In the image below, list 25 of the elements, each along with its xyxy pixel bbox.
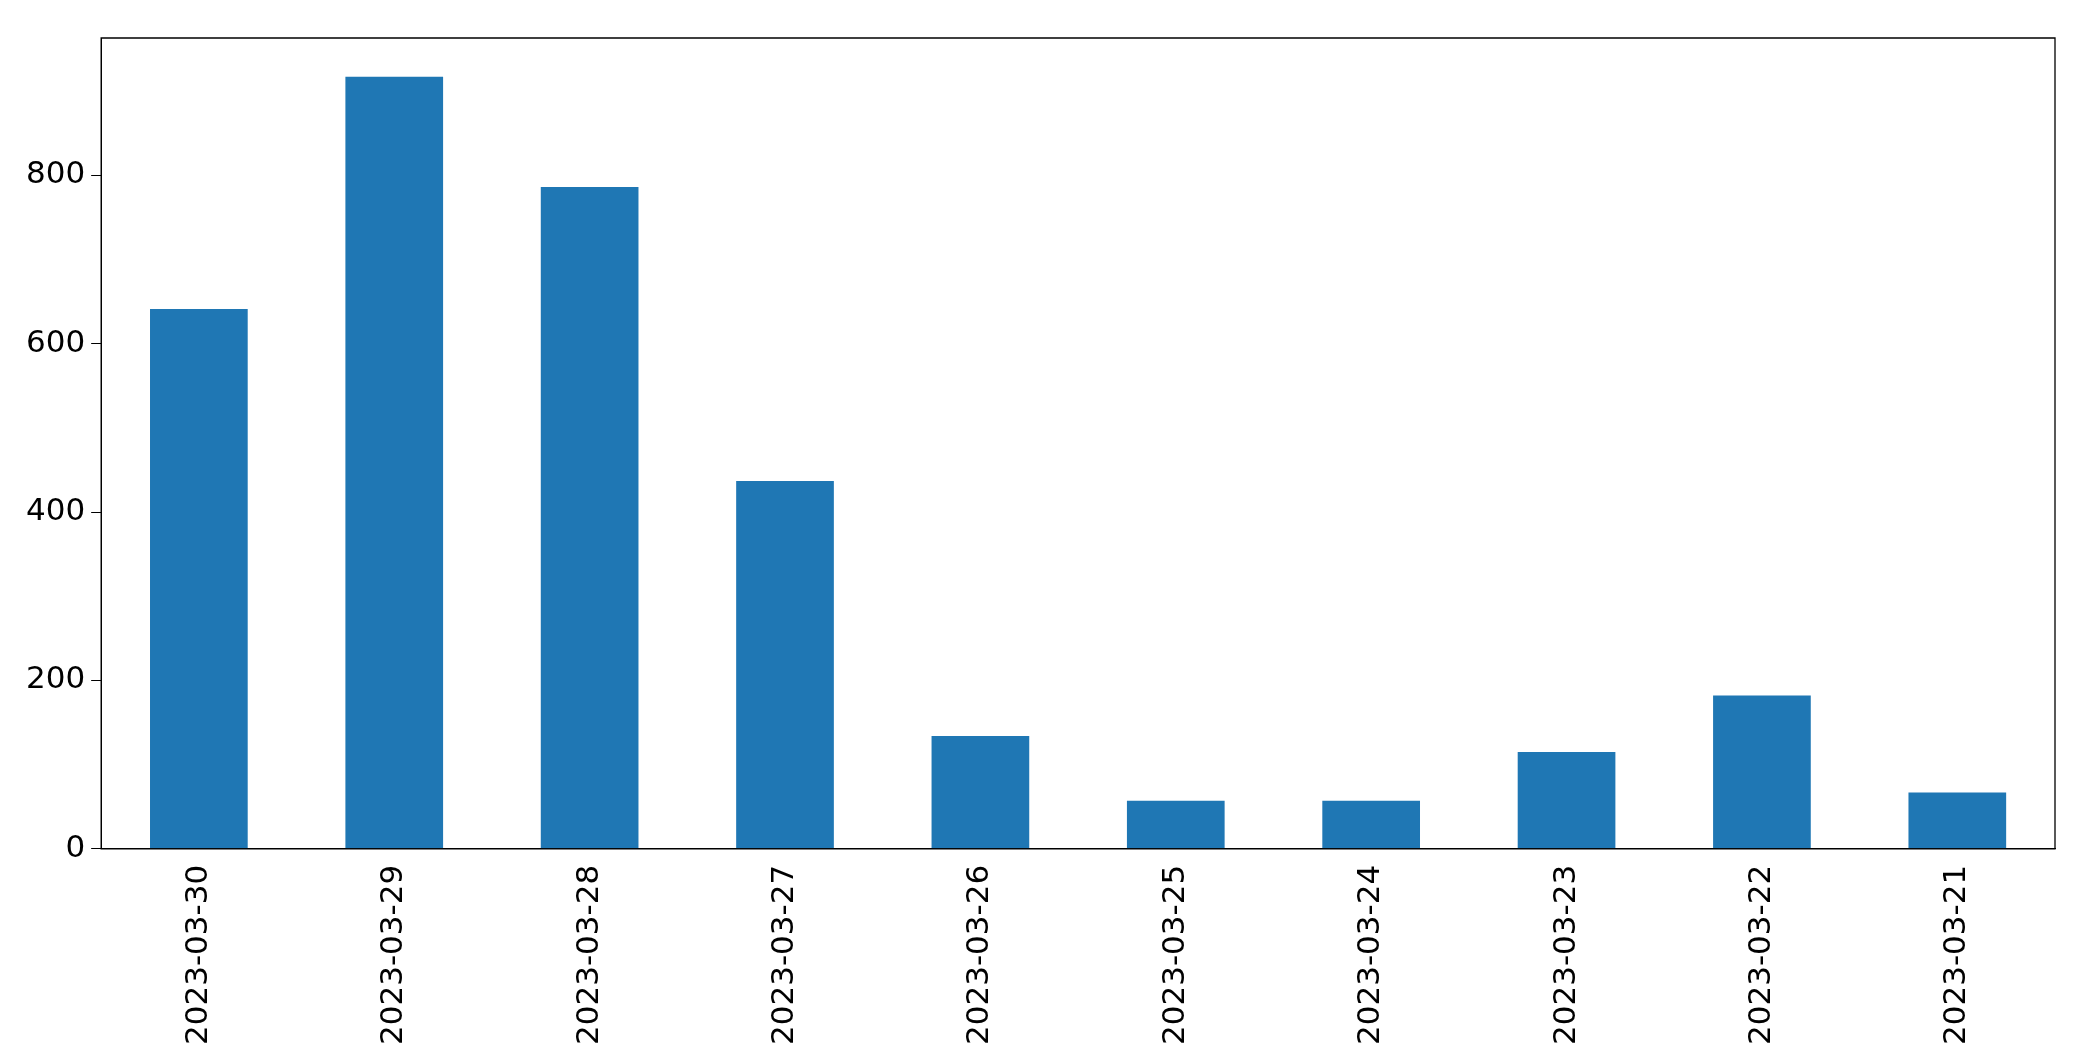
y-tick-label: 0 [65, 827, 86, 864]
x-tick-label: 2023-03-24 [1350, 864, 1387, 1046]
bar [1908, 792, 2007, 849]
bar [1713, 695, 1811, 849]
y-tick-label: 200 [26, 659, 86, 696]
x-tick-label: 2023-03-27 [764, 864, 801, 1046]
bar [1517, 752, 1616, 849]
bar [1322, 800, 1421, 849]
y-tick-label: 400 [26, 491, 86, 528]
bar [736, 480, 834, 849]
x-tick-label: 2023-03-26 [959, 864, 996, 1046]
y-tick-label: 800 [26, 154, 86, 191]
x-tick-label: 2023-03-21 [1936, 864, 1973, 1046]
bar [931, 736, 1030, 849]
bar [150, 309, 248, 849]
y-tick-label: 600 [26, 322, 86, 359]
bar [1126, 800, 1225, 849]
x-tick-label: 2023-03-29 [373, 864, 410, 1046]
x-tick-label: 2023-03-28 [568, 864, 605, 1046]
x-tick-label: 2023-03-22 [1740, 864, 1777, 1046]
x-tick-label: 2023-03-23 [1545, 864, 1582, 1046]
x-tick-label: 2023-03-25 [1154, 864, 1191, 1046]
bar [540, 187, 639, 849]
bar [345, 76, 444, 849]
x-tick-label: 2023-03-30 [177, 864, 214, 1046]
